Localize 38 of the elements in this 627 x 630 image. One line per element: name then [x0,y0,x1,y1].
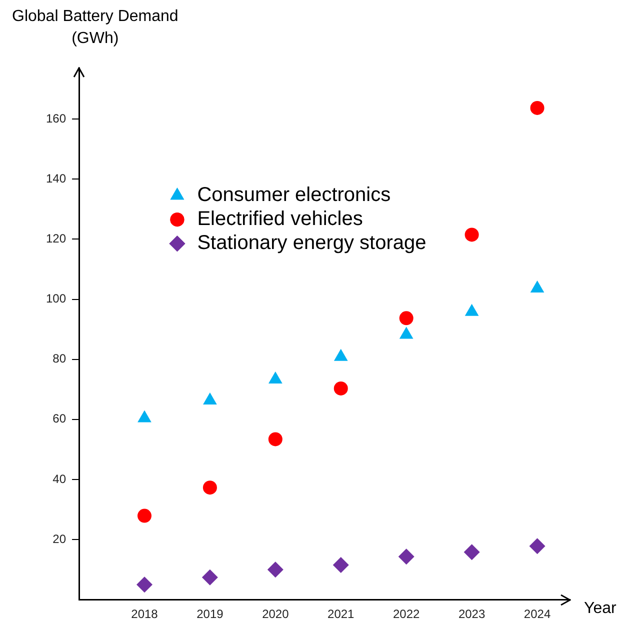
point [464,544,480,560]
point [136,576,152,593]
x-tick-label: 2023 [458,607,486,622]
y-tick-label: 60 [52,412,66,426]
point [464,304,479,316]
y-tick-label: 20 [52,532,66,546]
legend-label: Consumer electronics [197,184,391,206]
point [334,381,348,396]
point [202,480,217,495]
point [398,548,414,565]
point [530,280,544,292]
point [202,569,218,586]
y-tick-label: 100 [46,292,66,306]
point [399,326,414,339]
y-tick-label: 40 [52,472,66,486]
x-tick-label: 2018 [131,607,158,622]
x-tick-label: 2022 [392,607,420,622]
y-tick-label: 160 [46,111,66,126]
point [137,508,152,523]
point [203,392,217,404]
x-tick-label: 2021 [328,607,355,622]
point [268,371,282,384]
point [332,557,349,574]
legend-label: Electrified vehicles [197,208,363,230]
point [334,348,348,361]
x-tick-label: 2024 [524,607,551,622]
x-tick-label: 2020 [262,607,290,622]
point [138,410,152,422]
x-axis-title: Year [584,600,616,618]
y-axis-title: Global Battery Demand (GWh) [12,7,178,49]
y-tick-label: 140 [46,171,66,186]
y-tick-label: 120 [46,232,66,246]
point [529,538,546,554]
point [268,432,282,446]
legend-label: Stationary energy storage [197,232,426,254]
point [267,562,284,578]
y-tick-label: 80 [52,352,66,366]
x-tick-label: 2019 [196,607,224,622]
